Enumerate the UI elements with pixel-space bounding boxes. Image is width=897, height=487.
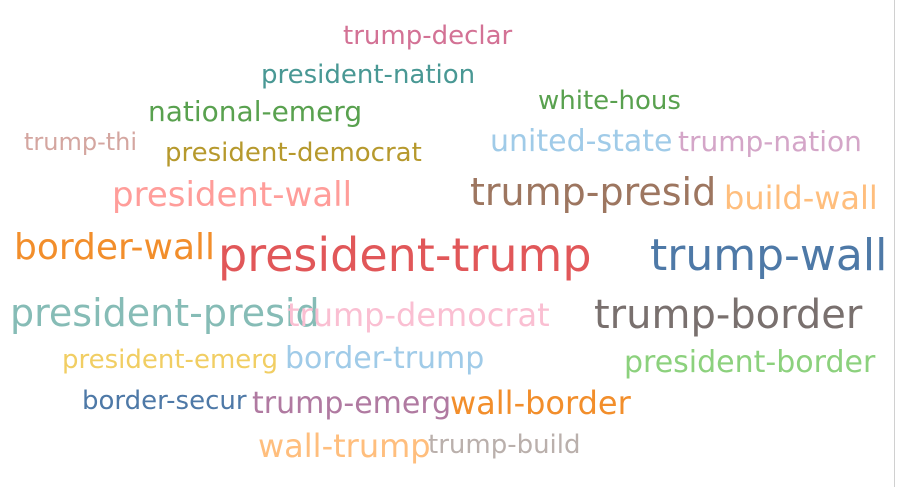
word-trump-emerg: trump-emerg bbox=[252, 386, 452, 421]
word-wall-trump: wall-trump bbox=[258, 427, 431, 465]
word-border-secur: border-secur bbox=[82, 386, 247, 416]
word-trump-border: trump-border bbox=[594, 292, 863, 338]
word-trump-declar: trump-declar bbox=[343, 21, 513, 51]
word-white-hous: white-hous bbox=[538, 86, 681, 116]
word-trump-democrat: trump-democrat bbox=[287, 296, 550, 334]
word-wall-border: wall-border bbox=[450, 384, 631, 422]
word-president-trump: president-trump bbox=[218, 228, 592, 282]
word-president-democrat: president-democrat bbox=[165, 138, 422, 168]
word-president-emerg: president-emerg bbox=[62, 345, 278, 375]
word-president-border: president-border bbox=[624, 345, 876, 380]
word-border-trump: border-trump bbox=[285, 341, 485, 376]
word-trump-nation: trump-nation bbox=[678, 125, 862, 158]
right-border-line bbox=[894, 0, 895, 487]
word-border-wall: border-wall bbox=[14, 227, 216, 268]
word-build-wall: build-wall bbox=[724, 179, 878, 217]
word-president-nation: president-nation bbox=[261, 60, 476, 90]
word-trump-presid: trump-presid bbox=[470, 170, 717, 214]
word-national-emerg: national-emerg bbox=[148, 95, 363, 128]
word-united-state: united-state bbox=[490, 124, 673, 159]
word-president-wall: president-wall bbox=[112, 175, 353, 215]
word-trump-thi: trump-thi bbox=[24, 128, 138, 156]
word-president-presid: president-presid bbox=[10, 291, 320, 335]
word-trump-wall: trump-wall bbox=[650, 230, 888, 281]
word-trump-build: trump-build bbox=[428, 430, 581, 460]
